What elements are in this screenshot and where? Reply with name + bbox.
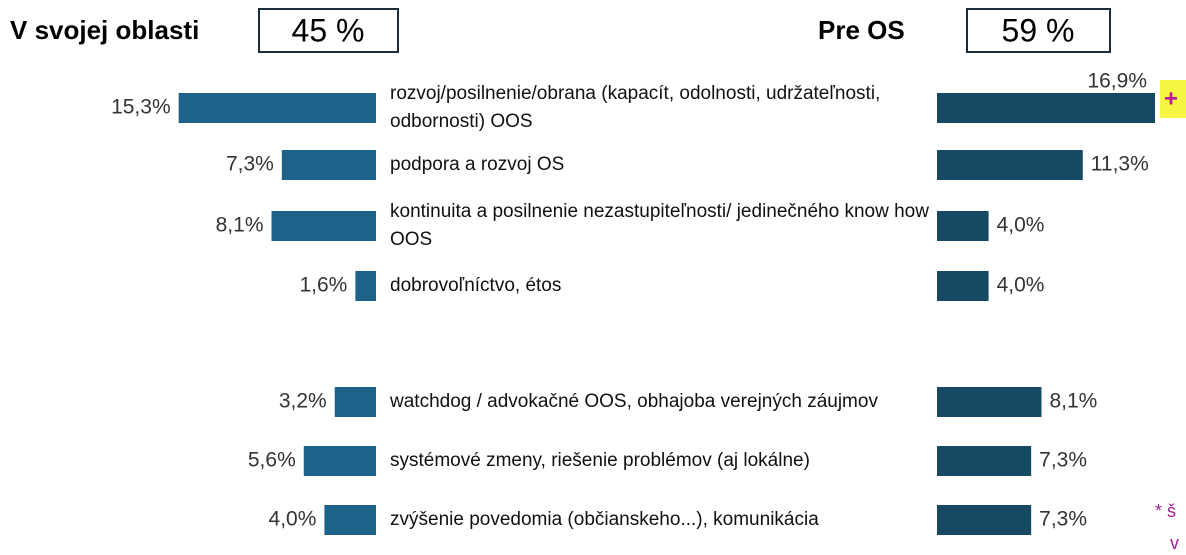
value-label: 7,3%: [1039, 449, 1087, 472]
bar: [271, 211, 376, 241]
plus-note: +: [1164, 85, 1178, 112]
bar: [937, 211, 989, 241]
right-header: Pre OS: [818, 15, 905, 45]
value-label: 8,1%: [1049, 390, 1097, 413]
footnote: * š: [1155, 501, 1176, 521]
category-label: rozvoj/posilnenie/obrana (kapacít, odoln…: [390, 83, 881, 132]
value-label: 4,0%: [997, 274, 1045, 297]
left-total: 45 %: [292, 12, 365, 48]
left-total-box: [258, 8, 399, 53]
footnote: v: [1170, 533, 1179, 553]
value-label: 4,0%: [269, 508, 317, 531]
value-label: 15,3%: [111, 96, 171, 119]
value-label: 7,3%: [1039, 508, 1087, 531]
value-label: 3,2%: [279, 390, 327, 413]
right-total: 59 %: [1002, 12, 1075, 48]
bar: [281, 150, 376, 180]
bar: [303, 446, 376, 476]
value-label: 8,1%: [216, 214, 264, 237]
value-label: 16,9%: [1087, 70, 1147, 93]
highlight: [1160, 80, 1186, 118]
category-label: zvýšenie povedomia (občianskeho...), kom…: [390, 509, 819, 530]
category-label: kontinuita a posilnenie nezastupiteľnost…: [390, 201, 929, 250]
category-label: watchdog / advokačné OOS, obhajoba verej…: [390, 391, 878, 412]
bar: [937, 387, 1042, 417]
value-label: 7,3%: [226, 153, 274, 176]
category-label: dobrovoľníctvo, étos: [390, 275, 562, 296]
category-label: systémové zmeny, riešenie problémov (aj …: [390, 450, 810, 471]
bar: [937, 446, 1032, 476]
value-label: 11,3%: [1091, 153, 1149, 176]
bar: [937, 150, 1083, 180]
bar: [937, 271, 989, 301]
bar: [324, 505, 376, 535]
bar: [355, 271, 376, 301]
bar: [937, 505, 1032, 535]
bar: [178, 93, 376, 123]
value-label: 4,0%: [997, 214, 1045, 237]
right-total-box: [966, 8, 1111, 53]
bar: [937, 93, 1156, 123]
value-label: 5,6%: [248, 449, 296, 472]
value-label: 1,6%: [299, 274, 347, 297]
left-header: V svojej oblasti: [10, 15, 199, 45]
bar: [334, 387, 376, 417]
category-label: podpora a rozvoj OS: [390, 154, 565, 175]
